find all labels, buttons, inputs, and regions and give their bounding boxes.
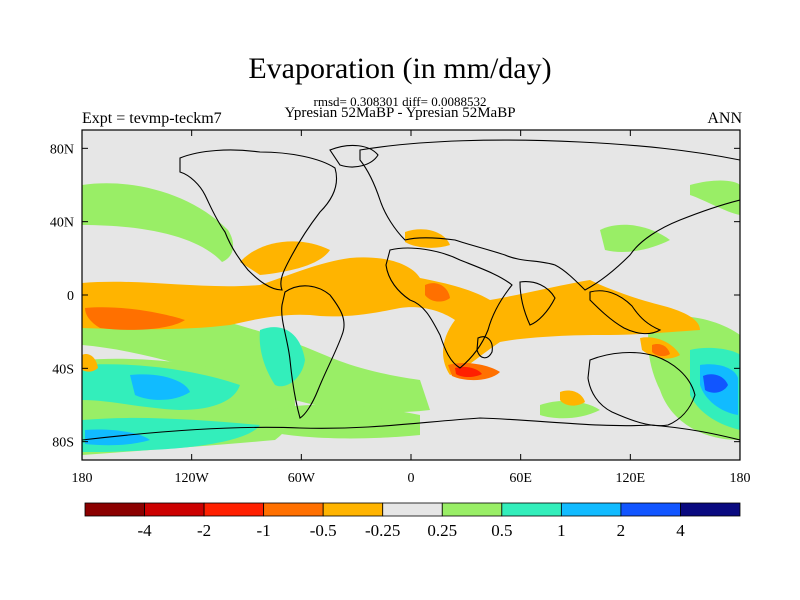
contour-region	[130, 374, 190, 400]
colorbar-swatch	[263, 502, 324, 517]
coastline-south-america	[281, 285, 345, 419]
lon-tick-label: 60W	[288, 471, 316, 486]
coastline-greenland	[329, 144, 379, 168]
contour-region	[652, 344, 670, 357]
colorbar-label: 0.25	[427, 521, 457, 540]
colorbar-swatch	[144, 502, 205, 517]
contour-region	[85, 307, 185, 330]
lon-tick-label: 180	[72, 471, 93, 486]
coastline-madagascar	[476, 336, 493, 359]
colorbar-swatch	[382, 502, 443, 517]
colorbar-label: -0.25	[365, 521, 400, 540]
coastline-southeast-asia	[589, 290, 662, 335]
colorbar-label: -2	[197, 521, 211, 540]
colorbar-swatch	[84, 502, 145, 517]
lat-tick-label: 80N	[50, 142, 74, 157]
contour-region	[82, 257, 700, 375]
colorbar-label: 2	[617, 521, 626, 540]
lat-tick-label: 40N	[50, 216, 74, 231]
coastline-africa	[385, 247, 513, 369]
contour-region	[425, 283, 450, 302]
colorbar-label: -4	[137, 521, 152, 540]
stats-line: rmsd= 0.308301 diff= 0.0088532	[313, 94, 487, 109]
contour-region	[85, 429, 150, 446]
contour-region	[540, 400, 600, 419]
contour-region	[703, 374, 728, 393]
lat-tick-label: 80S	[52, 436, 74, 451]
colorbar-swatch	[501, 502, 562, 517]
contour-region	[82, 303, 430, 413]
colorbar-label: -0.5	[310, 521, 337, 540]
comparison-line: Ypresian 52MaBP - Ypresian 52MaBP	[284, 105, 516, 121]
contour-region	[560, 390, 585, 406]
contour-region	[270, 404, 420, 439]
contour-region	[82, 354, 98, 372]
lat-tick-label: 0	[67, 289, 74, 304]
colorbar-swatch	[203, 502, 265, 517]
contour-region	[82, 183, 234, 262]
contour-region	[690, 180, 740, 215]
contour-region	[600, 224, 670, 252]
plot-title: Evaporation (in mm/day)	[248, 52, 552, 85]
coastline-australia	[587, 352, 696, 427]
experiment-label: Expt = tevmp-teckm7	[82, 110, 222, 127]
lat-tick-label: 40S	[52, 362, 74, 377]
colorbar-label: 1	[557, 521, 566, 540]
colorbar: -4 -2 -1 -0.5 -0.25 0.25 0.5 1 2 4	[84, 502, 741, 540]
latitude-axis: 80N 40N 0 40S 80S	[50, 142, 740, 451]
lon-tick-label: 0	[408, 471, 415, 486]
colorbar-swatch	[680, 502, 741, 517]
coastline-india	[519, 281, 556, 326]
coastline-eurasia	[359, 139, 740, 291]
colorbar-swatch	[322, 502, 384, 517]
colorbar-swatch	[441, 502, 503, 517]
contour-region	[455, 366, 482, 377]
coastlines	[82, 139, 740, 460]
lon-tick-label: 180	[730, 471, 751, 486]
contour-region	[405, 229, 450, 248]
coastline-north-america	[179, 149, 338, 291]
contour-region	[240, 241, 330, 275]
colorbar-swatch	[620, 502, 681, 517]
colorbar-label: 0.5	[491, 521, 512, 540]
season-label: ANN	[707, 110, 742, 127]
colorbar-swatch	[560, 502, 622, 517]
evaporation-field	[82, 180, 740, 455]
colorbar-label: 4	[676, 521, 685, 540]
lon-tick-label: 60E	[509, 471, 532, 486]
contour-region	[259, 327, 305, 387]
colorbar-label: -1	[257, 521, 271, 540]
coastline-antarctica	[82, 417, 740, 460]
longitude-axis: 180 120W 60W 0 60E 120E 180	[72, 130, 751, 486]
lon-tick-label: 120E	[616, 471, 646, 486]
lon-tick-label: 120W	[175, 471, 210, 486]
